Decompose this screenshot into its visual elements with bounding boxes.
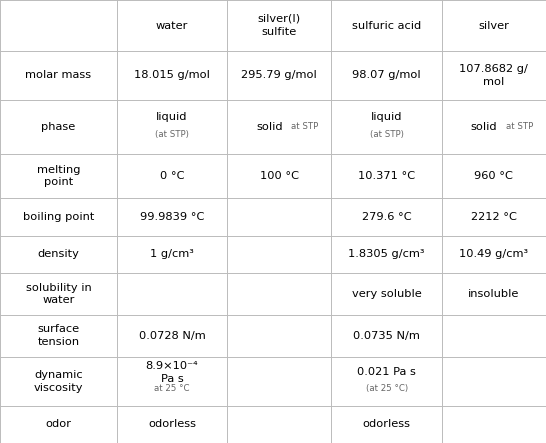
Text: liquid: liquid bbox=[371, 112, 402, 122]
Text: odor: odor bbox=[45, 420, 72, 429]
Text: dynamic
viscosity: dynamic viscosity bbox=[34, 370, 83, 392]
Text: boiling point: boiling point bbox=[23, 212, 94, 222]
Text: 0.0728 N/m: 0.0728 N/m bbox=[139, 331, 205, 341]
Text: liquid: liquid bbox=[156, 112, 188, 122]
Text: insoluble: insoluble bbox=[468, 289, 520, 299]
Text: 279.6 °C: 279.6 °C bbox=[362, 212, 412, 222]
Text: 10.49 g/cm³: 10.49 g/cm³ bbox=[459, 249, 529, 259]
Text: solid: solid bbox=[471, 122, 497, 132]
Text: odorless: odorless bbox=[148, 420, 196, 429]
Text: 960 °C: 960 °C bbox=[474, 171, 513, 181]
Text: 100 °C: 100 °C bbox=[260, 171, 299, 181]
Text: melting
point: melting point bbox=[37, 164, 80, 187]
Text: 99.9839 °C: 99.9839 °C bbox=[140, 212, 204, 222]
Text: 107.8682 g/
mol: 107.8682 g/ mol bbox=[460, 64, 529, 87]
Text: silver: silver bbox=[478, 20, 509, 31]
Text: 1.8305 g/cm³: 1.8305 g/cm³ bbox=[348, 249, 425, 259]
Text: 98.07 g/mol: 98.07 g/mol bbox=[352, 70, 421, 81]
Text: (at STP): (at STP) bbox=[155, 130, 189, 139]
Text: solubility in
water: solubility in water bbox=[26, 283, 91, 305]
Text: at STP: at STP bbox=[292, 122, 318, 131]
Text: 0.021 Pa s: 0.021 Pa s bbox=[357, 367, 416, 377]
Text: at 25 °C: at 25 °C bbox=[155, 384, 190, 393]
Text: sulfuric acid: sulfuric acid bbox=[352, 20, 422, 31]
Text: at STP: at STP bbox=[506, 122, 533, 131]
Text: 295.79 g/mol: 295.79 g/mol bbox=[241, 70, 317, 81]
Text: water: water bbox=[156, 20, 188, 31]
Text: density: density bbox=[38, 249, 79, 259]
Text: 0.0735 N/m: 0.0735 N/m bbox=[353, 331, 420, 341]
Text: very soluble: very soluble bbox=[352, 289, 422, 299]
Text: 1 g/cm³: 1 g/cm³ bbox=[150, 249, 194, 259]
Text: odorless: odorless bbox=[363, 420, 411, 429]
Text: molar mass: molar mass bbox=[25, 70, 91, 81]
Text: silver(I)
sulfite: silver(I) sulfite bbox=[258, 14, 301, 37]
Text: (at STP): (at STP) bbox=[370, 130, 403, 139]
Text: solid: solid bbox=[256, 122, 283, 132]
Text: (at 25 °C): (at 25 °C) bbox=[366, 384, 408, 393]
Text: 2212 °C: 2212 °C bbox=[471, 212, 517, 222]
Text: 0 °C: 0 °C bbox=[160, 171, 184, 181]
Text: 8.9×10⁻⁴
Pa s: 8.9×10⁻⁴ Pa s bbox=[146, 361, 198, 384]
Text: 18.015 g/mol: 18.015 g/mol bbox=[134, 70, 210, 81]
Text: phase: phase bbox=[41, 122, 75, 132]
Text: surface
tension: surface tension bbox=[37, 324, 80, 347]
Text: 10.371 °C: 10.371 °C bbox=[358, 171, 415, 181]
